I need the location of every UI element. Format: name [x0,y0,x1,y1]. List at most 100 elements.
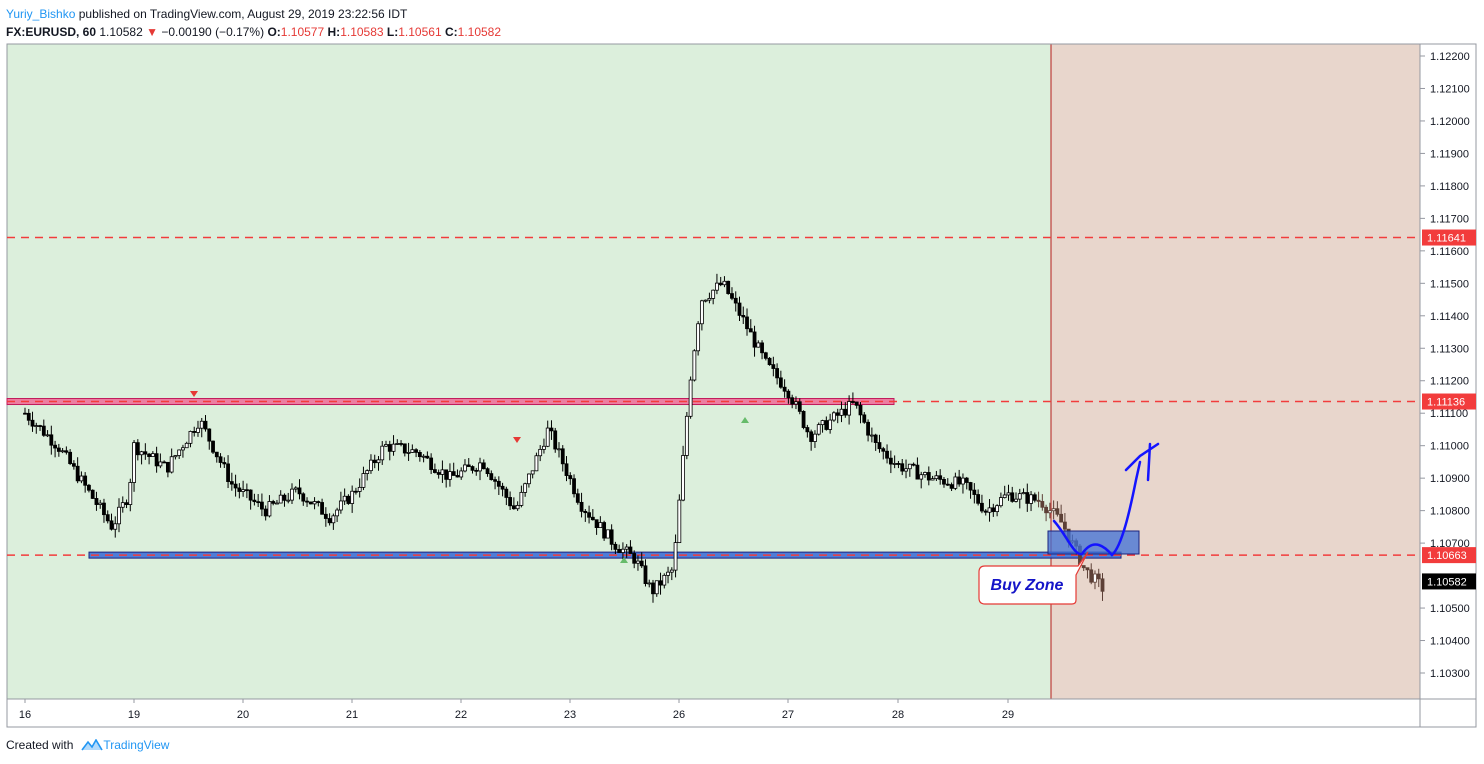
y-tick-label: 1.12200 [1430,51,1470,63]
candle-body [549,427,554,432]
author-link[interactable]: Yuriy_Bishko [6,7,76,21]
y-tick-label: 1.10800 [1430,506,1470,518]
buy-zone-box [1047,530,1140,555]
candle-body [1025,492,1030,504]
buy-zone-callout [978,551,1089,605]
candle-body [805,427,810,433]
candle-body [1055,508,1060,515]
open-value: 1.10577 [280,25,325,39]
candle-body [496,480,501,487]
down-arrow-icon: ▼ [146,25,158,39]
candle-body [907,463,912,470]
y-tick-label: 1.11100 [1430,408,1468,420]
candle-body [945,483,950,486]
candle-body [575,493,580,503]
candle-body [839,408,844,416]
candle-body [260,501,264,510]
candle-body [987,507,992,513]
candle-body [609,529,614,545]
candle-body [120,502,125,508]
candle-body [474,469,479,472]
candle-body [350,490,355,504]
candle-body [278,494,283,504]
chart-frame [6,43,1477,728]
candle-body [613,543,618,550]
candle-body [703,299,708,302]
candle-body [102,502,106,516]
candle-body [87,484,91,491]
candle-body [109,520,114,530]
candle-body [410,449,415,453]
candle-body [68,451,73,464]
candle-body [775,368,779,379]
candle-body [199,420,204,429]
candle-body [778,377,783,388]
candle-body [207,428,212,442]
candle-body [222,462,227,465]
x-tick-label: 23 [564,709,576,721]
candle-body [256,501,261,504]
last-price-tag-label: 1.10582 [1427,576,1467,588]
open-label: O: [267,25,281,39]
candle-body [342,495,347,502]
candle-body [923,472,927,476]
candle-body [267,501,272,517]
tradingview-link[interactable]: TradingView [77,738,169,752]
candle-body [489,473,494,481]
ohlc-line: FX:EURUSD, 60 1.10582 ▼ −0.00190 (−0.17%… [6,23,501,41]
x-tick-label: 29 [1002,709,1014,721]
candle-body [673,542,678,571]
candle-body [858,404,863,416]
candle-body [417,452,422,458]
footer: Created with TradingView [6,738,169,752]
y-tick-label: 1.10700 [1430,538,1470,550]
candle-body [508,497,513,507]
candle-body [173,455,178,458]
candle-body [500,485,505,490]
future-range-background [1051,44,1420,699]
candle-body [976,494,981,504]
x-tick-label: 28 [892,709,904,721]
candle-body [293,487,298,490]
candle-body [143,451,148,455]
candle-body [957,476,962,485]
candle-body [737,302,742,316]
candle-body [666,571,670,576]
candle-body [132,442,136,483]
candle-body [1002,494,1007,499]
candle-body [760,342,764,354]
candle-body [391,443,396,452]
x-tick-label: 22 [455,709,467,721]
candle-body [357,486,362,492]
price-chart[interactable]: 1.12200 1.12100 1.12000 1.11900 1.11800 1.117… [0,0,1484,735]
candle-body [930,478,935,481]
candle-body [252,499,257,503]
price-level-tag [1422,229,1476,246]
candle-body [94,498,99,505]
candle-body [662,574,667,586]
candle-body [459,470,464,478]
candle-body [677,499,682,544]
candle-body [188,431,193,444]
candle-body [669,569,674,573]
candle-body [165,461,170,473]
candle-body [699,300,704,325]
candle-body [888,457,893,465]
candle-body [117,506,121,525]
candle-body [455,475,460,478]
y-tick-label: 1.10500 [1430,603,1470,615]
pivot-low-marker [620,557,628,563]
candle-body [248,489,253,501]
candle-body [752,331,757,348]
candle-body [395,443,400,445]
candle-body [696,323,701,352]
candle-body [745,316,749,330]
candle-body [545,427,550,447]
candle-body [733,297,738,304]
candle-body [440,469,445,475]
candle-body [654,580,659,595]
candle-body [425,455,430,459]
candle-body [229,481,234,485]
candle-body [835,412,840,416]
candle-body [429,457,434,470]
